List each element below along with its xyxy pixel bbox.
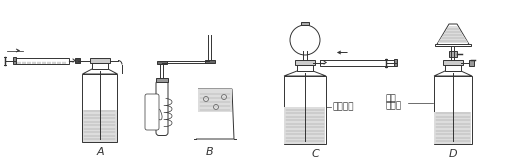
Bar [295,60,315,65]
Polygon shape [82,69,118,74]
Bar [449,51,457,57]
Bar [445,65,461,71]
Bar [82,74,118,142]
Bar [301,22,309,25]
Text: C: C [311,149,319,159]
Text: A: A [96,147,104,157]
Bar [285,107,325,144]
Bar [83,110,117,142]
Bar [297,65,313,71]
Bar [90,58,110,63]
Text: 不下降: 不下降 [386,102,402,111]
Bar [157,61,167,64]
Bar [156,78,168,82]
Bar [205,60,215,63]
Text: 液面: 液面 [386,95,397,104]
FancyBboxPatch shape [156,81,168,135]
Polygon shape [284,71,326,76]
Bar [434,76,472,144]
Bar [435,44,471,46]
Bar [469,60,474,65]
Bar [394,59,397,66]
Bar [443,60,463,65]
Bar [13,57,16,64]
Polygon shape [436,24,470,46]
Text: B: B [206,147,214,157]
Bar [435,112,471,144]
Bar [321,60,325,65]
Polygon shape [434,71,472,76]
Bar [320,60,396,65]
Bar [284,76,326,144]
Bar [198,89,232,112]
Bar [15,58,69,63]
Text: D: D [449,149,457,159]
Text: 液柱上升: 液柱上升 [333,102,354,111]
Bar [75,58,80,63]
Polygon shape [438,26,468,43]
FancyBboxPatch shape [145,94,159,130]
Bar [92,63,108,69]
